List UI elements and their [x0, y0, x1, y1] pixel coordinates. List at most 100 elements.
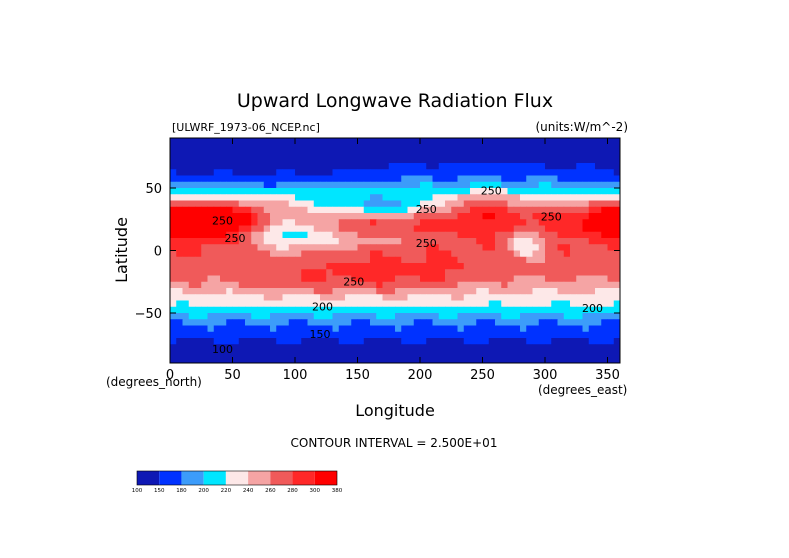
heatmap-cell [226, 331, 233, 339]
heatmap-cell [470, 181, 477, 189]
heatmap-cell [613, 319, 620, 326]
heatmap-cell [557, 200, 565, 208]
heatmap-cell [301, 319, 308, 326]
heatmap-cell [295, 256, 302, 264]
heatmap-cell [570, 275, 577, 283]
heatmap-cell [213, 238, 221, 245]
heatmap-cell [576, 156, 583, 164]
heatmap-cell [282, 175, 290, 183]
heatmap-cell [207, 231, 215, 239]
heatmap-cell [426, 356, 433, 363]
heatmap-cell [451, 331, 458, 339]
heatmap-cell [207, 325, 215, 333]
heatmap-cell [170, 213, 177, 220]
heatmap-cell [207, 144, 215, 151]
heatmap-cell [482, 194, 490, 201]
heatmap-cell [295, 356, 302, 363]
heatmap-cell [226, 150, 233, 158]
heatmap-cell [332, 213, 340, 220]
heatmap-cell [232, 138, 240, 145]
heatmap-cell [207, 313, 215, 320]
heatmap-cell [338, 300, 346, 308]
heatmap-cell [288, 250, 296, 258]
heatmap-cell [501, 194, 508, 201]
heatmap-cell [432, 238, 440, 245]
heatmap-cell [207, 338, 215, 345]
heatmap-cell [382, 256, 390, 264]
heatmap-cell [195, 219, 202, 226]
heatmap-cell [451, 188, 458, 195]
heatmap-cell [495, 313, 502, 320]
heatmap-cell [257, 150, 265, 158]
heatmap-cell [288, 163, 296, 170]
heatmap-cell [601, 163, 608, 170]
heatmap-cell [288, 294, 296, 301]
heatmap-cell [332, 338, 340, 345]
heatmap-cell [370, 269, 377, 276]
heatmap-cell [451, 356, 458, 363]
heatmap-cell [338, 225, 346, 233]
heatmap-cell [326, 319, 333, 326]
heatmap-cell [351, 188, 358, 195]
heatmap-cell [320, 331, 327, 339]
heatmap-cell [426, 138, 433, 145]
heatmap-cell [238, 319, 246, 326]
heatmap-cell [588, 188, 596, 195]
heatmap-cell [576, 281, 583, 289]
heatmap-cell [188, 306, 196, 314]
heatmap-cell [476, 225, 483, 233]
heatmap-cell [563, 163, 571, 170]
heatmap-cell [182, 294, 190, 301]
heatmap-cell [545, 169, 552, 176]
heatmap-cell [188, 350, 196, 358]
heatmap-cell [576, 288, 583, 295]
heatmap-cell [257, 244, 265, 251]
heatmap-cell [470, 206, 477, 214]
heatmap-cell [332, 144, 340, 151]
heatmap-cell [532, 331, 540, 339]
heatmap-cell [401, 356, 408, 363]
heatmap-cell [313, 150, 321, 158]
heatmap-cell [220, 356, 227, 363]
heatmap-cell [457, 169, 465, 176]
heatmap-cell [320, 281, 327, 289]
heatmap-cell [557, 181, 565, 189]
heatmap-cell [320, 150, 327, 158]
heatmap-cell [395, 138, 402, 145]
heatmap-cell [570, 344, 577, 351]
heatmap-cell [282, 156, 290, 164]
heatmap-cell [238, 263, 246, 270]
heatmap-cell [270, 150, 277, 158]
heatmap-cell [370, 150, 377, 158]
heatmap-cell [245, 138, 252, 145]
heatmap-cell [320, 263, 327, 270]
heatmap-cell [332, 238, 340, 245]
heatmap-cell [488, 356, 496, 363]
heatmap-cell [463, 163, 471, 170]
heatmap-cell [557, 225, 565, 233]
heatmap-cell [501, 281, 508, 289]
colorbar-swatch [225, 471, 249, 485]
heatmap-cell [238, 281, 246, 289]
colorbar-swatch [314, 471, 337, 485]
heatmap-cell [338, 263, 346, 270]
heatmap-cell [432, 200, 440, 208]
heatmap-cell [263, 219, 271, 226]
heatmap-cell [270, 344, 277, 351]
heatmap-cell [513, 200, 521, 208]
heatmap-cell [413, 244, 421, 251]
heatmap-cell [388, 319, 396, 326]
heatmap-cell [557, 169, 565, 176]
heatmap-cell [607, 175, 615, 183]
heatmap-cell [301, 200, 308, 208]
heatmap-cell [338, 144, 346, 151]
heatmap-cell [226, 231, 233, 239]
heatmap-cell [601, 150, 608, 158]
heatmap-cell [382, 313, 390, 320]
heatmap-cell [201, 181, 208, 189]
heatmap-cell [363, 150, 371, 158]
heatmap-cell [470, 213, 477, 220]
contour-label: 250 [343, 276, 364, 289]
heatmap-cell [470, 288, 477, 295]
heatmap-cell [432, 288, 440, 295]
